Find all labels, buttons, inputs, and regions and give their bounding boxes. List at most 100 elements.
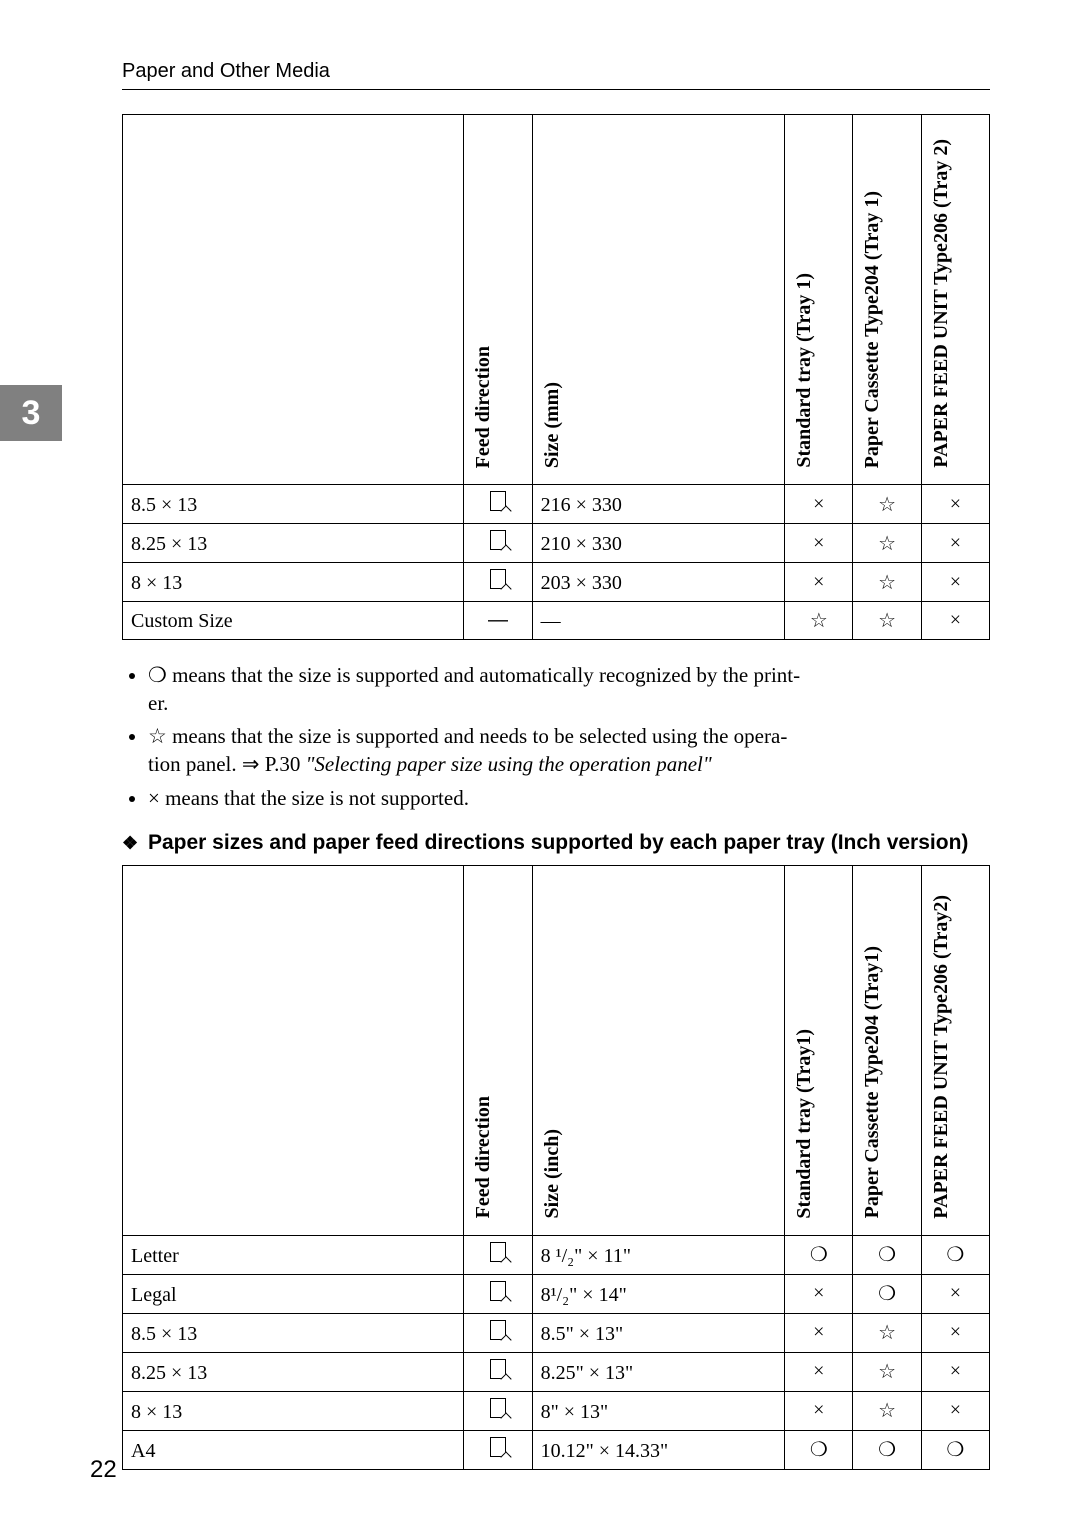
col-feed-unit: PAPER FEED UNIT Type206 (Tray2) bbox=[921, 865, 989, 1235]
size-cell: 210 × 330 bbox=[532, 524, 785, 563]
chapter-tab: 3 bbox=[0, 385, 62, 441]
table-row: 8.5 × 13216 × 330×☆× bbox=[123, 485, 990, 524]
table-row: 8 × 138" × 13"×☆× bbox=[123, 1391, 990, 1430]
feed-cell: — bbox=[464, 602, 532, 640]
cassette-cell: ❍ bbox=[853, 1235, 921, 1274]
diamond-icon: ❖ bbox=[122, 833, 138, 853]
col-standard-tray: Standard tray (Tray1) bbox=[785, 865, 853, 1235]
portrait-feed-icon bbox=[490, 1242, 506, 1262]
cassette-cell: ☆ bbox=[853, 1313, 921, 1352]
paper-name: Letter bbox=[123, 1235, 464, 1274]
table-row: Letter8 ¹/₂" × 11"❍❍❍ bbox=[123, 1235, 990, 1274]
note-circle: ❍ means that the size is supported and a… bbox=[148, 662, 990, 717]
portrait-feed-icon bbox=[490, 1398, 506, 1418]
col-cassette: Paper Cassette Type204 (Tray 1) bbox=[853, 115, 921, 485]
portrait-feed-icon bbox=[490, 530, 506, 550]
portrait-feed-icon bbox=[490, 569, 506, 589]
std-cell: × bbox=[785, 1313, 853, 1352]
unit-cell: × bbox=[921, 1313, 989, 1352]
cassette-cell: ☆ bbox=[853, 485, 921, 524]
paper-name: 8 × 13 bbox=[123, 1391, 464, 1430]
paper-name: Legal bbox=[123, 1274, 464, 1313]
col-standard-tray: Standard tray (Tray 1) bbox=[785, 115, 853, 485]
size-cell: 203 × 330 bbox=[532, 563, 785, 602]
header-rule bbox=[122, 89, 990, 90]
feed-cell bbox=[464, 1274, 532, 1313]
cassette-cell: ☆ bbox=[853, 524, 921, 563]
col-size-inch: Size (inch) bbox=[532, 865, 785, 1235]
unit-cell: × bbox=[921, 1352, 989, 1391]
feed-cell bbox=[464, 1430, 532, 1469]
table-row: 8.25 × 13210 × 330×☆× bbox=[123, 524, 990, 563]
size-cell: 216 × 330 bbox=[532, 485, 785, 524]
std-cell: ☆ bbox=[785, 602, 853, 640]
feed-cell bbox=[464, 1313, 532, 1352]
blank-header bbox=[123, 115, 464, 485]
size-cell: 8.5" × 13" bbox=[532, 1313, 785, 1352]
feed-cell bbox=[464, 485, 532, 524]
unit-cell: × bbox=[921, 485, 989, 524]
legend-notes: ❍ means that the size is supported and a… bbox=[122, 662, 990, 813]
std-cell: ❍ bbox=[785, 1235, 853, 1274]
table-row: 8.5 × 138.5" × 13"×☆× bbox=[123, 1313, 990, 1352]
table-row: 8 × 13203 × 330×☆× bbox=[123, 563, 990, 602]
unit-cell: ❍ bbox=[921, 1430, 989, 1469]
col-feed-direction: Feed direction bbox=[464, 115, 532, 485]
paper-name: 8.25 × 13 bbox=[123, 1352, 464, 1391]
size-cell: 10.12" × 14.33" bbox=[532, 1430, 785, 1469]
std-cell: × bbox=[785, 563, 853, 602]
std-cell: × bbox=[785, 1352, 853, 1391]
portrait-feed-icon bbox=[490, 1281, 506, 1301]
cassette-cell: ☆ bbox=[853, 563, 921, 602]
table-row: 8.25 × 138.25" × 13"×☆× bbox=[123, 1352, 990, 1391]
portrait-feed-icon bbox=[490, 491, 506, 511]
portrait-feed-icon bbox=[490, 1320, 506, 1340]
std-cell: × bbox=[785, 485, 853, 524]
paper-name: 8 × 13 bbox=[123, 563, 464, 602]
feed-cell bbox=[464, 524, 532, 563]
col-size-mm: Size (mm) bbox=[532, 115, 785, 485]
col-cassette: Paper Cassette Type204 (Tray1) bbox=[853, 865, 921, 1235]
paper-name: 8.5 × 13 bbox=[123, 485, 464, 524]
std-cell: ❍ bbox=[785, 1430, 853, 1469]
paper-name: 8.5 × 13 bbox=[123, 1313, 464, 1352]
feed-cell bbox=[464, 1235, 532, 1274]
feed-cell bbox=[464, 1352, 532, 1391]
paper-size-table-mm: Feed direction Size (mm) Standard tray (… bbox=[122, 114, 990, 640]
unit-cell: × bbox=[921, 1391, 989, 1430]
table-row: Legal8¹/₂" × 14"×❍× bbox=[123, 1274, 990, 1313]
cassette-cell: ☆ bbox=[853, 1391, 921, 1430]
table-row: Custom Size——☆☆× bbox=[123, 602, 990, 640]
running-header: Paper and Other Media bbox=[122, 60, 990, 83]
unit-cell: × bbox=[921, 524, 989, 563]
std-cell: × bbox=[785, 1391, 853, 1430]
table-row: A410.12" × 14.33"❍❍❍ bbox=[123, 1430, 990, 1469]
paper-size-table-inch: Feed direction Size (inch) Standard tray… bbox=[122, 865, 990, 1470]
portrait-feed-icon bbox=[490, 1437, 506, 1457]
size-cell: 8¹/₂" × 14" bbox=[532, 1274, 785, 1313]
unit-cell: × bbox=[921, 602, 989, 640]
cassette-cell: ☆ bbox=[853, 1352, 921, 1391]
unit-cell: ❍ bbox=[921, 1235, 989, 1274]
col-feed-unit: PAPER FEED UNIT Type206 (Tray 2) bbox=[921, 115, 989, 485]
size-cell: 8 ¹/₂" × 11" bbox=[532, 1235, 785, 1274]
paper-name: Custom Size bbox=[123, 602, 464, 640]
unit-cell: × bbox=[921, 1274, 989, 1313]
inch-subheading: ❖ Paper sizes and paper feed directions … bbox=[122, 831, 990, 855]
cassette-cell: ❍ bbox=[853, 1430, 921, 1469]
size-cell: 8" × 13" bbox=[532, 1391, 785, 1430]
std-cell: × bbox=[785, 524, 853, 563]
size-cell: — bbox=[532, 602, 785, 640]
cassette-cell: ❍ bbox=[853, 1274, 921, 1313]
std-cell: × bbox=[785, 1274, 853, 1313]
portrait-feed-icon bbox=[490, 1359, 506, 1379]
paper-name: 8.25 × 13 bbox=[123, 524, 464, 563]
note-star: ☆ means that the size is supported and n… bbox=[148, 723, 990, 778]
feed-cell bbox=[464, 563, 532, 602]
page-number: 22 bbox=[90, 1456, 117, 1484]
cassette-cell: ☆ bbox=[853, 602, 921, 640]
paper-name: A4 bbox=[123, 1430, 464, 1469]
col-feed-direction: Feed direction bbox=[464, 865, 532, 1235]
blank-header bbox=[123, 865, 464, 1235]
unit-cell: × bbox=[921, 563, 989, 602]
